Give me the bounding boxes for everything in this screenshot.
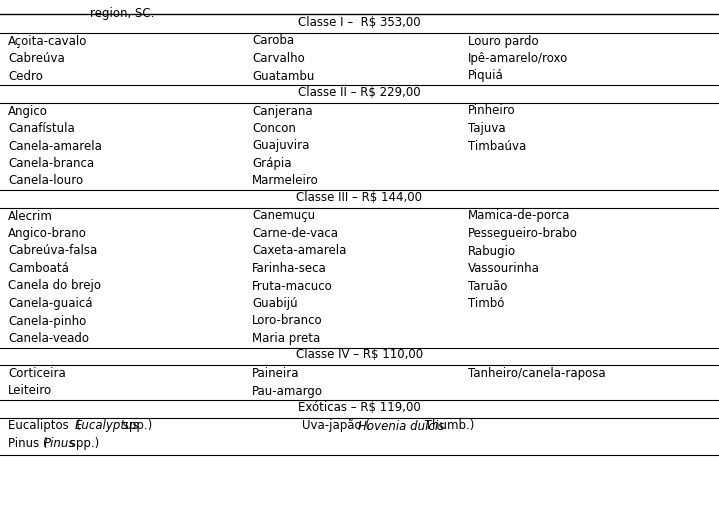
Text: Concon: Concon — [252, 122, 296, 135]
Text: Eucalyptus: Eucalyptus — [74, 419, 139, 433]
Text: Louro pardo: Louro pardo — [468, 34, 539, 48]
Text: Canafístula: Canafístula — [8, 122, 75, 135]
Text: Caxeta-amarela: Caxeta-amarela — [252, 244, 347, 258]
Text: Fruta-macuco: Fruta-macuco — [252, 279, 333, 293]
Text: Farinha-seca: Farinha-seca — [252, 262, 326, 275]
Text: Grápia: Grápia — [252, 157, 291, 170]
Text: Caroba: Caroba — [252, 34, 294, 48]
Text: Loro-branco: Loro-branco — [252, 315, 323, 327]
Text: Timbó: Timbó — [468, 297, 504, 310]
Text: Pau-amargo: Pau-amargo — [252, 385, 323, 397]
Text: Canela do brejo: Canela do brejo — [8, 279, 101, 293]
Text: Guajuvira: Guajuvira — [252, 140, 309, 152]
Text: Taruão: Taruão — [468, 279, 508, 293]
Text: Canela-guaicá: Canela-guaicá — [8, 297, 93, 310]
Text: Cedro: Cedro — [8, 69, 43, 83]
Text: Guatambu: Guatambu — [252, 69, 314, 83]
Text: spp.): spp.) — [66, 437, 99, 450]
Text: Hovenia dulcis: Hovenia dulcis — [358, 419, 444, 433]
Text: Classe IV – R$ 110,00: Classe IV – R$ 110,00 — [296, 349, 423, 361]
Text: Guabijú: Guabijú — [252, 297, 298, 310]
Text: Uva-japão (: Uva-japão ( — [302, 419, 370, 433]
Text: Vassourinha: Vassourinha — [468, 262, 540, 275]
Text: Classe II – R$ 229,00: Classe II – R$ 229,00 — [298, 86, 421, 99]
Text: Eucaliptos  (: Eucaliptos ( — [8, 419, 81, 433]
Text: Thumb.): Thumb.) — [421, 419, 475, 433]
Text: Canjerana: Canjerana — [252, 105, 313, 117]
Text: Canela-louro: Canela-louro — [8, 175, 83, 187]
Text: Piquiá: Piquiá — [468, 69, 504, 83]
Text: Pessegueiro-brabo: Pessegueiro-brabo — [468, 227, 578, 240]
Text: Camboatá: Camboatá — [8, 262, 69, 275]
Text: Maria preta: Maria preta — [252, 332, 320, 345]
Text: Paineira: Paineira — [252, 367, 300, 380]
Text: Ipê-amarelo/roxo: Ipê-amarelo/roxo — [468, 52, 568, 65]
Text: Tanheiro/canela-raposa: Tanheiro/canela-raposa — [468, 367, 605, 380]
Text: Canela-veado: Canela-veado — [8, 332, 89, 345]
Text: Leiteiro: Leiteiro — [8, 385, 52, 397]
Text: Canemuçu: Canemuçu — [252, 209, 315, 223]
Text: Marmeleiro: Marmeleiro — [252, 175, 319, 187]
Text: Tajuva: Tajuva — [468, 122, 505, 135]
Text: Carvalho: Carvalho — [252, 52, 305, 65]
Text: Pinus: Pinus — [44, 437, 75, 450]
Text: Alecrim: Alecrim — [8, 209, 53, 223]
Text: Cabreúva: Cabreúva — [8, 52, 65, 65]
Text: Corticeira: Corticeira — [8, 367, 65, 380]
Text: Açoita-cavalo: Açoita-cavalo — [8, 34, 88, 48]
Text: region, SC.: region, SC. — [90, 7, 155, 20]
Text: Angico: Angico — [8, 105, 48, 117]
Text: Pinus (: Pinus ( — [8, 437, 47, 450]
Text: spp.): spp.) — [119, 419, 152, 433]
Text: Mamica-de-porca: Mamica-de-porca — [468, 209, 570, 223]
Text: Classe III – R$ 144,00: Classe III – R$ 144,00 — [296, 191, 423, 204]
Text: Carne-de-vaca: Carne-de-vaca — [252, 227, 338, 240]
Text: Timbаúva: Timbаúva — [468, 140, 526, 152]
Text: Exóticas – R$ 119,00: Exóticas – R$ 119,00 — [298, 401, 421, 414]
Text: Angico-brano: Angico-brano — [8, 227, 87, 240]
Text: Classe I –  R$ 353,00: Classe I – R$ 353,00 — [298, 16, 421, 29]
Text: Pinheiro: Pinheiro — [468, 105, 516, 117]
Text: Canela-pinho: Canela-pinho — [8, 315, 86, 327]
Text: Canela-amarela: Canela-amarela — [8, 140, 102, 152]
Text: Cabreúva-falsa: Cabreúva-falsa — [8, 244, 97, 258]
Text: Canela-branca: Canela-branca — [8, 157, 94, 170]
Text: Rabugio: Rabugio — [468, 244, 516, 258]
